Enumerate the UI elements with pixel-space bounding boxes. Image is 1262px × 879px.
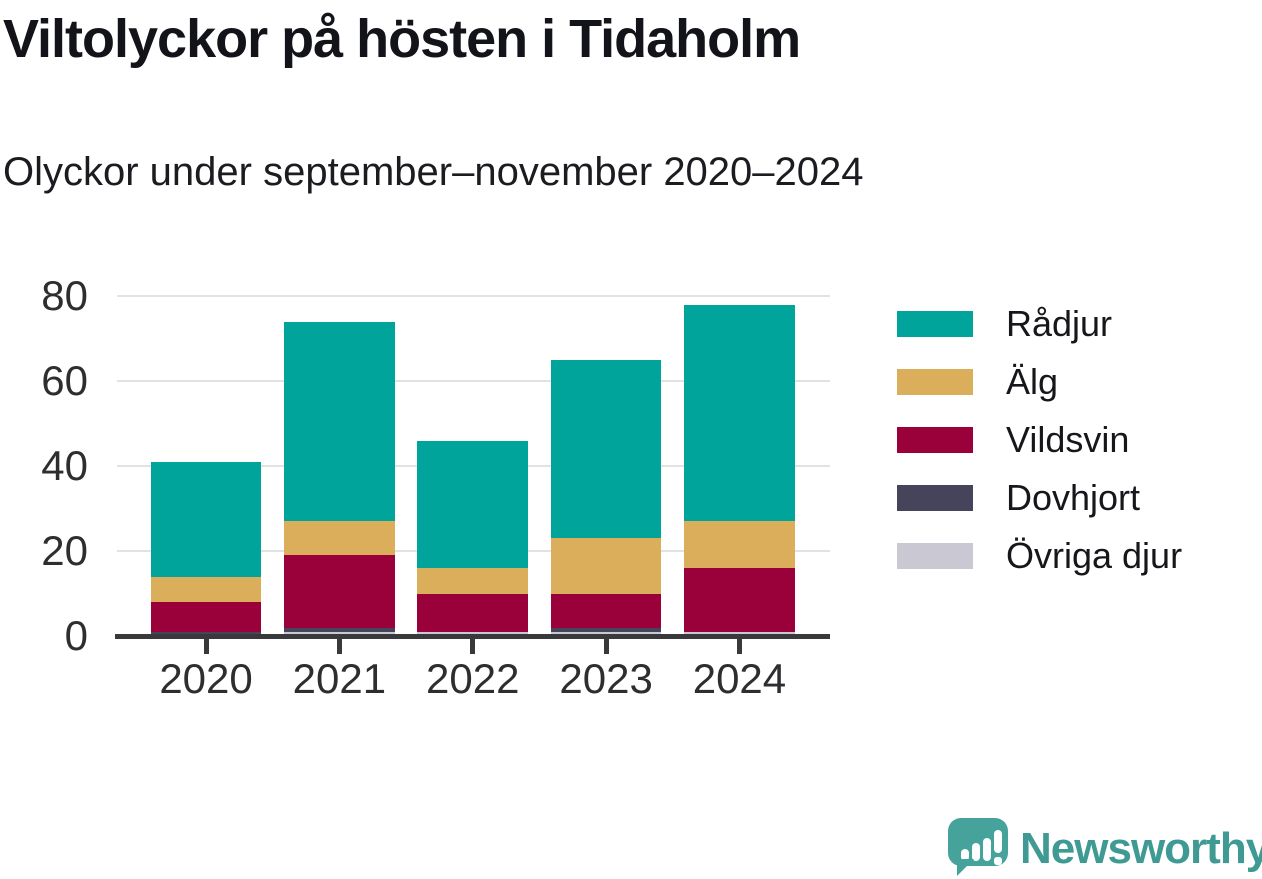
bar-segment-2020-Rådjur bbox=[150, 461, 262, 577]
x-axis-label-2020: 2020 bbox=[159, 655, 253, 702]
y-axis-label-80: 80 bbox=[41, 272, 88, 319]
bar-segment-2023-Älg bbox=[550, 538, 662, 594]
x-axis-label-2024: 2024 bbox=[692, 655, 787, 702]
x-axis-tick-2022 bbox=[470, 639, 476, 654]
legend-item-vildsvin: Vildsvin bbox=[897, 411, 1257, 469]
bar-segment-2021-Dovhjort bbox=[284, 627, 395, 632]
bar-segment-2024-Vildsvin bbox=[684, 568, 795, 632]
bar-segment-2021-Vildsvin bbox=[284, 555, 395, 628]
legend-label-alg: Älg bbox=[1006, 361, 1059, 402]
bar-chart-speech-bubble-icon bbox=[948, 818, 1008, 866]
speech-bubble-tail bbox=[957, 859, 974, 876]
y-axis-label-40: 40 bbox=[41, 442, 88, 489]
bar-segment-2022-Vildsvin bbox=[417, 593, 529, 632]
legend-label-ovriga-djur: Övriga djur bbox=[1006, 535, 1183, 576]
x-axis-tick-2020 bbox=[203, 639, 209, 654]
bar-segment-2022-Älg bbox=[417, 568, 529, 594]
bar-segment-2023-Rådjur bbox=[550, 359, 662, 539]
x-axis-label-2023: 2023 bbox=[559, 655, 653, 702]
legend-item-dovhjort: Dovhjort bbox=[897, 469, 1257, 527]
legend-item-radjur: Rådjur bbox=[897, 295, 1257, 353]
y-axis-label-60: 60 bbox=[41, 357, 88, 404]
x-axis-tick-2021 bbox=[336, 639, 342, 654]
legend-item-ovriga-djur: Övriga djur bbox=[897, 527, 1257, 585]
logo-text: Newsworthy bbox=[1020, 824, 1262, 873]
y-axis-label-20: 20 bbox=[41, 527, 88, 574]
legend-label-dovhjort: Dovhjort bbox=[1006, 477, 1141, 518]
legend-swatch-alg bbox=[897, 369, 973, 395]
bar-segment-2022-Rådjur bbox=[417, 440, 529, 568]
legend-swatch-vildsvin bbox=[897, 427, 973, 453]
bar-segment-2021-Älg bbox=[284, 521, 395, 556]
bar-segment-2024-Älg bbox=[684, 521, 795, 568]
legend-item-alg: Älg bbox=[897, 353, 1257, 411]
x-axis-line bbox=[115, 633, 830, 639]
chart-legend: Rådjur Älg Vildsvin Dovhjort Övriga djur bbox=[897, 295, 1257, 585]
bar-segment-2020-Älg bbox=[150, 576, 262, 602]
legend-swatch-dovhjort bbox=[897, 485, 973, 511]
bar-segment-2024-Rådjur bbox=[684, 304, 795, 522]
page-subtitle: Olyckor under september–november 2020–20… bbox=[3, 150, 864, 194]
bar-segment-2023-Dovhjort bbox=[550, 627, 662, 632]
legend-swatch-ovriga-djur bbox=[897, 543, 973, 569]
x-axis-tick-2023 bbox=[603, 639, 609, 654]
x-axis-tick-2024 bbox=[736, 639, 742, 654]
bar-segment-2021-Rådjur bbox=[284, 321, 395, 522]
legend-label-vildsvin: Vildsvin bbox=[1006, 419, 1130, 460]
page-title: Viltolyckor på hösten i Tidaholm bbox=[3, 9, 801, 69]
bar-segment-2023-Vildsvin bbox=[550, 593, 662, 628]
legend-label-radjur: Rådjur bbox=[1006, 303, 1113, 344]
x-axis-label-2021: 2021 bbox=[292, 655, 387, 702]
legend-swatch-radjur bbox=[897, 311, 973, 337]
gridline-60 bbox=[117, 380, 830, 382]
bar-segment-2020-Vildsvin bbox=[150, 602, 262, 632]
x-axis-label-2022: 2022 bbox=[426, 655, 520, 702]
y-axis-label-0: 0 bbox=[64, 612, 88, 659]
gridline-80 bbox=[117, 295, 830, 297]
